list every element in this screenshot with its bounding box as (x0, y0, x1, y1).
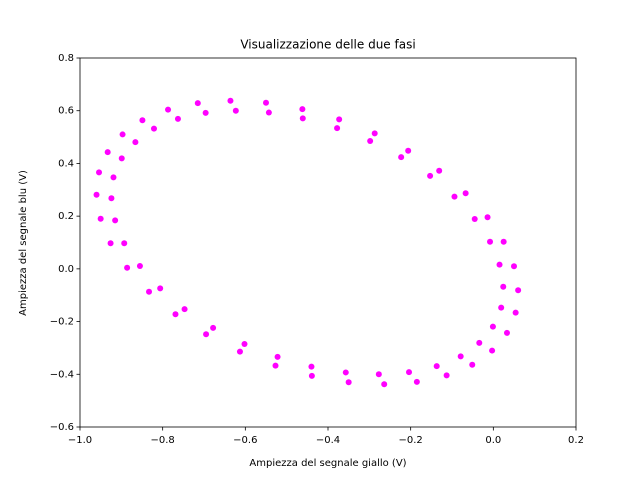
scatter-point (371, 130, 378, 137)
scatter-point (469, 361, 476, 368)
scatter-point (104, 149, 111, 156)
scatter-point (174, 115, 181, 122)
scatter-point (232, 107, 239, 114)
scatter-point (108, 195, 115, 202)
scatter-point (500, 238, 507, 245)
scatter-point (119, 131, 126, 138)
scatter-point (443, 372, 450, 379)
plot-area (93, 97, 522, 388)
scatter-point (236, 348, 243, 355)
scatter-point (157, 285, 164, 292)
scatter-point (487, 238, 494, 245)
scatter-point (471, 216, 478, 223)
scatter-point (413, 378, 420, 385)
scatter-point (498, 304, 505, 311)
scatter-point (165, 106, 172, 113)
scatter-point (503, 329, 510, 336)
scatter-point (132, 139, 139, 146)
scatter-point (150, 125, 157, 132)
scatter-point (345, 379, 352, 386)
scatter-point (457, 353, 464, 360)
scatter-point (476, 339, 483, 346)
scatter-point (121, 240, 128, 247)
x-tick-label: −0.2 (399, 435, 423, 446)
scatter-point (139, 117, 146, 124)
scatter-point (172, 311, 179, 318)
scatter-point (398, 154, 405, 161)
scatter-point (97, 215, 104, 222)
scatter-point (181, 306, 188, 313)
x-tick-label: 0.2 (568, 435, 584, 446)
scatter-point (265, 109, 272, 116)
scatter-point (436, 167, 443, 174)
scatter-point (136, 262, 143, 269)
scatter-point (308, 372, 315, 379)
scatter-point (299, 106, 306, 113)
scatter-point (381, 381, 388, 388)
scatter-point (194, 100, 201, 107)
scatter-point (107, 240, 114, 247)
y-tick-label: −0.2 (50, 317, 74, 328)
scatter-point (124, 264, 131, 271)
scatter-point (93, 191, 100, 198)
y-tick-label: 0.2 (58, 211, 74, 222)
scatter-point (427, 172, 434, 179)
y-tick-label: 0.0 (58, 264, 74, 275)
x-tick-label: −1.0 (68, 435, 92, 446)
scatter-point (515, 287, 522, 294)
scatter-point (210, 324, 217, 331)
scatter-point (274, 353, 281, 360)
scatter-point (146, 288, 153, 295)
scatter-point (406, 369, 413, 376)
scatter-point (202, 109, 209, 116)
scatter-point (489, 323, 496, 330)
y-axis-label: Ampiezza del segnale blu (V) (18, 170, 29, 316)
scatter-point (334, 125, 341, 132)
scatter-point (227, 97, 234, 104)
x-tick-label: −0.8 (151, 435, 175, 446)
x-tick-label: 0.0 (485, 435, 501, 446)
scatter-point (110, 174, 117, 181)
scatter-point (241, 340, 248, 347)
x-tick-label: −0.6 (233, 435, 257, 446)
y-tick-label: 0.4 (58, 158, 74, 169)
scatter-point (342, 369, 349, 376)
scatter-point (489, 347, 496, 354)
scatter-point (375, 371, 382, 378)
axes-frame (79, 57, 577, 428)
scatter-point (96, 169, 103, 176)
scatter-point (112, 217, 119, 224)
y-tick-label: 0.8 (58, 53, 74, 64)
x-axis-label: Ampiezza del segnale giallo (V) (249, 458, 406, 469)
scatter-point (511, 263, 517, 270)
scatter-point (203, 331, 210, 338)
scatter-point (462, 190, 469, 197)
scatter-point (405, 147, 412, 154)
scatter-point (272, 362, 279, 369)
scatter-point (367, 138, 374, 145)
scatter-point (308, 363, 315, 370)
scatter-point (336, 116, 343, 123)
scatter-point (451, 193, 458, 200)
y-tick-label: −0.4 (50, 369, 74, 380)
y-tick-label: 0.6 (58, 106, 74, 117)
scatter-point (433, 363, 440, 370)
scatter-point (263, 99, 269, 106)
scatter-point (118, 155, 125, 162)
scatter-point (484, 214, 491, 221)
x-tick-label: −0.4 (316, 435, 340, 446)
scatter-point (500, 283, 507, 290)
scatter-point (299, 115, 306, 122)
scatter-point (496, 261, 503, 268)
scatter-point (512, 309, 519, 316)
chart-title: Visualizzazione delle due fasi (240, 38, 415, 52)
y-tick-label: −0.6 (50, 422, 74, 433)
